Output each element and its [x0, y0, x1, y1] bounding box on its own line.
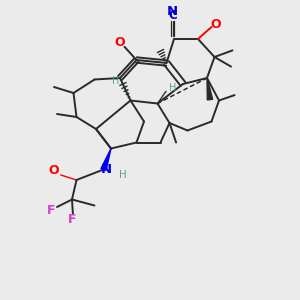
Text: H: H	[119, 170, 127, 181]
Text: C: C	[168, 9, 177, 22]
Text: H: H	[112, 76, 120, 86]
Polygon shape	[207, 78, 213, 100]
Text: O: O	[211, 18, 221, 31]
Text: O: O	[48, 164, 59, 178]
Polygon shape	[101, 148, 111, 170]
Text: N: N	[167, 4, 178, 18]
Text: F: F	[47, 203, 56, 217]
Text: N: N	[101, 163, 112, 176]
Text: O: O	[115, 36, 125, 50]
Text: H: H	[169, 83, 177, 94]
Text: F: F	[68, 213, 76, 226]
